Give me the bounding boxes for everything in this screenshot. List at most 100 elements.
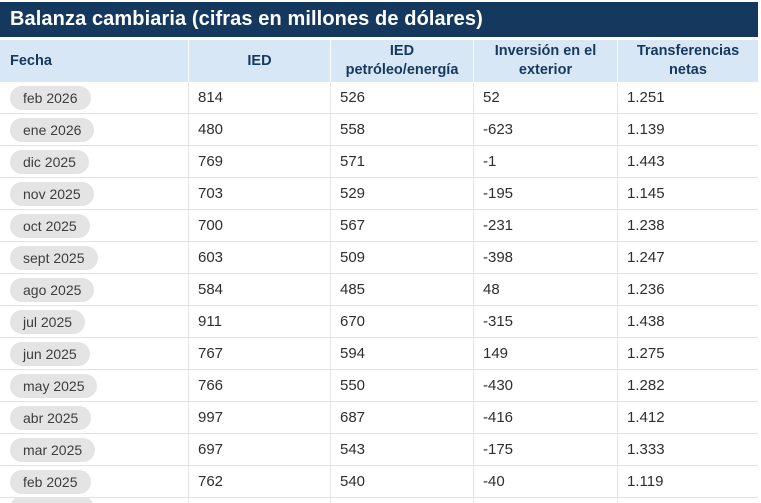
cell-inversion-en-el-exterior: -623 — [473, 114, 617, 145]
cell-inversion-en-el-exterior: -195 — [473, 178, 617, 209]
cell-transferencias-netas: 1.236 — [617, 274, 758, 305]
cell-ied: 584 — [188, 274, 330, 305]
table-row: feb 2025 762 540 -40 1.119 — [0, 466, 758, 498]
date-pill: nov 2025 — [10, 181, 94, 206]
cell-fecha: feb 2026 — [0, 82, 188, 113]
cell-ied-petroleo-energia: 540 — [330, 466, 473, 497]
cell-fecha: jun 2025 — [0, 338, 188, 369]
cell-ied-petroleo-energia: 594 — [330, 338, 473, 369]
cell-transferencias-netas: 1.119 — [617, 466, 758, 497]
cell-fecha: mar 2025 — [0, 434, 188, 465]
cell-ied: 911 — [188, 306, 330, 337]
cell-inversion-en-el-exterior: -175 — [473, 434, 617, 465]
partial-next-row — [0, 498, 758, 503]
cell-fecha: jul 2025 — [0, 306, 188, 337]
cell-inversion-en-el-exterior: -398 — [473, 242, 617, 273]
partial-date-pill — [10, 498, 94, 503]
cell-ied-petroleo-energia: 571 — [330, 146, 473, 177]
cell-transferencias-netas: 1.139 — [617, 114, 758, 145]
cell-inversion-en-el-exterior: -430 — [473, 370, 617, 401]
table-row: ene 2026 480 558 -623 1.139 — [0, 114, 758, 146]
partial-cell — [330, 498, 473, 503]
cell-transferencias-netas: 1.247 — [617, 242, 758, 273]
cell-inversion-en-el-exterior: 48 — [473, 274, 617, 305]
cell-ied: 762 — [188, 466, 330, 497]
date-pill: ago 2025 — [10, 277, 95, 302]
cell-transferencias-netas: 1.251 — [617, 82, 758, 113]
partial-cell — [188, 498, 330, 503]
table-row: jun 2025 767 594 149 1.275 — [0, 338, 758, 370]
cell-ied-petroleo-energia: 550 — [330, 370, 473, 401]
partial-cell — [617, 498, 758, 503]
cell-fecha: oct 2025 — [0, 210, 188, 241]
cell-transferencias-netas: 1.438 — [617, 306, 758, 337]
table-title-bar: Balanza cambiaria (cifras en millones de… — [0, 2, 758, 37]
cell-inversion-en-el-exterior: 149 — [473, 338, 617, 369]
cell-transferencias-netas: 1.275 — [617, 338, 758, 369]
table-row: feb 2026 814 526 52 1.251 — [0, 82, 758, 114]
cell-ied-petroleo-energia: 543 — [330, 434, 473, 465]
cell-transferencias-netas: 1.412 — [617, 402, 758, 433]
cell-ied-petroleo-energia: 529 — [330, 178, 473, 209]
column-header-ied: IED — [188, 40, 330, 83]
table-row: jul 2025 911 670 -315 1.438 — [0, 306, 758, 338]
table-header-row: Fecha IED IED petróleo/energía Inversión… — [0, 40, 758, 83]
table-title: Balanza cambiaria (cifras en millones de… — [10, 8, 483, 30]
date-pill: dic 2025 — [10, 149, 89, 174]
cell-inversion-en-el-exterior: -231 — [473, 210, 617, 241]
cell-inversion-en-el-exterior: -315 — [473, 306, 617, 337]
cell-ied: 700 — [188, 210, 330, 241]
cell-ied: 814 — [188, 82, 330, 113]
partial-cell — [473, 498, 617, 503]
table-row: dic 2025 769 571 -1 1.443 — [0, 146, 758, 178]
cell-ied-petroleo-energia: 687 — [330, 402, 473, 433]
table-row: oct 2025 700 567 -231 1.238 — [0, 210, 758, 242]
date-pill: feb 2026 — [10, 85, 91, 110]
column-header-transferencias-netas: Transferencias netas — [617, 40, 758, 83]
cell-ied: 766 — [188, 370, 330, 401]
cell-inversion-en-el-exterior: -40 — [473, 466, 617, 497]
table-row: abr 2025 997 687 -416 1.412 — [0, 402, 758, 434]
cell-fecha: dic 2025 — [0, 146, 188, 177]
date-pill: may 2025 — [10, 373, 98, 398]
column-header-inversion-en-el-exterior: Inversión en el exterior — [473, 40, 617, 83]
cell-transferencias-netas: 1.145 — [617, 178, 758, 209]
table-body[interactable]: feb 2026 814 526 52 1.251 ene 2026 480 558 -623 1… — [0, 82, 758, 498]
cell-ied-petroleo-energia: 526 — [330, 82, 473, 113]
date-pill: jul 2025 — [10, 309, 86, 334]
column-header-ied-petroleo-energia: IED petróleo/energía — [330, 40, 473, 83]
partial-date-cell — [0, 498, 188, 503]
cell-transferencias-netas: 1.443 — [617, 146, 758, 177]
cell-ied: 997 — [188, 402, 330, 433]
cell-ied-petroleo-energia: 485 — [330, 274, 473, 305]
cell-ied: 603 — [188, 242, 330, 273]
cell-transferencias-netas: 1.333 — [617, 434, 758, 465]
cell-fecha: feb 2025 — [0, 466, 188, 497]
table-row: ago 2025 584 485 48 1.236 — [0, 274, 758, 306]
table-row: may 2025 766 550 -430 1.282 — [0, 370, 758, 402]
cell-transferencias-netas: 1.238 — [617, 210, 758, 241]
date-pill: abr 2025 — [10, 405, 92, 430]
cell-ied: 767 — [188, 338, 330, 369]
cell-fecha: may 2025 — [0, 370, 188, 401]
column-header-fecha: Fecha — [10, 52, 52, 69]
table-row: nov 2025 703 529 -195 1.145 — [0, 178, 758, 210]
cell-ied: 703 — [188, 178, 330, 209]
cell-ied: 769 — [188, 146, 330, 177]
table-row: sept 2025 603 509 -398 1.247 — [0, 242, 758, 274]
cell-fecha: abr 2025 — [0, 402, 188, 433]
cell-fecha: ago 2025 — [0, 274, 188, 305]
cell-ied-petroleo-energia: 670 — [330, 306, 473, 337]
cell-inversion-en-el-exterior: 52 — [473, 82, 617, 113]
date-pill: sept 2025 — [10, 245, 98, 270]
cell-transferencias-netas: 1.282 — [617, 370, 758, 401]
cell-fecha: sept 2025 — [0, 242, 188, 273]
date-pill: mar 2025 — [10, 437, 96, 462]
date-pill: oct 2025 — [10, 213, 90, 238]
cell-fecha: nov 2025 — [0, 178, 188, 209]
cell-ied-petroleo-energia: 558 — [330, 114, 473, 145]
cell-ied: 480 — [188, 114, 330, 145]
date-pill: ene 2026 — [10, 117, 95, 142]
date-pill: jun 2025 — [10, 341, 90, 366]
